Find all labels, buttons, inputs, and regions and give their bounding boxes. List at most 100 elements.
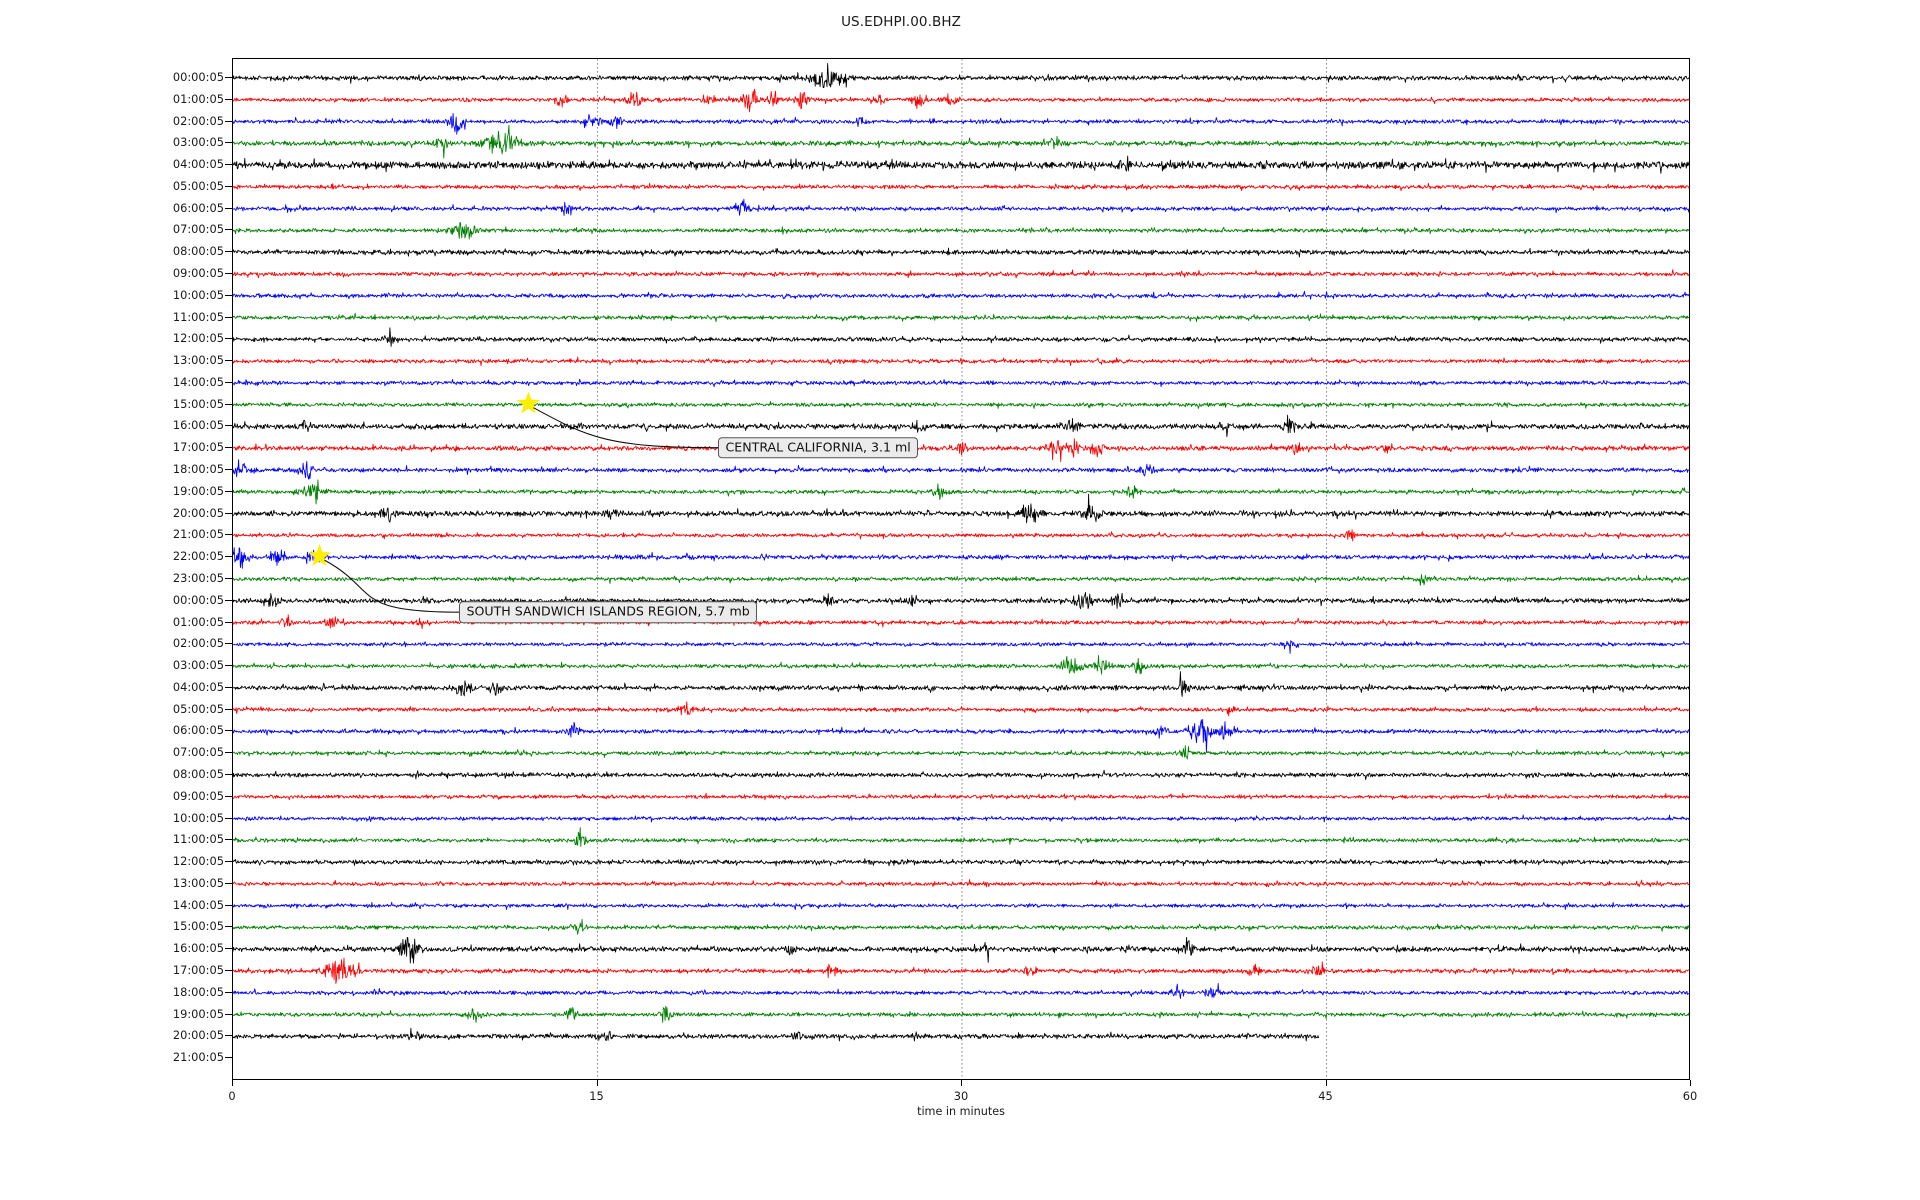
y-tick-mark bbox=[225, 686, 232, 688]
y-tick-label: 13:00:05 bbox=[172, 353, 224, 368]
y-tick-label: 06:00:05 bbox=[172, 200, 224, 215]
y-tick-mark bbox=[225, 120, 232, 122]
y-tick-mark bbox=[225, 969, 232, 971]
y-tick-mark bbox=[225, 1057, 232, 1059]
y-tick-mark bbox=[225, 512, 232, 514]
y-tick-mark bbox=[225, 904, 232, 906]
y-tick-label: 13:00:05 bbox=[172, 875, 224, 890]
y-tick-mark bbox=[225, 447, 232, 449]
y-tick-mark bbox=[225, 665, 232, 667]
y-tick-mark bbox=[225, 251, 232, 253]
y-tick-label: 19:00:05 bbox=[172, 483, 224, 498]
y-tick-mark bbox=[225, 643, 232, 645]
y-tick-mark bbox=[225, 773, 232, 775]
y-tick-mark bbox=[225, 207, 232, 209]
y-tick-label: 21:00:05 bbox=[172, 1050, 224, 1065]
y-tick-label: 16:00:05 bbox=[172, 941, 224, 956]
y-tick-mark bbox=[225, 795, 232, 797]
y-tick-mark bbox=[225, 534, 232, 536]
y-tick-mark bbox=[225, 577, 232, 579]
plot-axes-area bbox=[232, 58, 1690, 1080]
y-tick-label: 22:00:05 bbox=[172, 549, 224, 564]
y-tick-label: 01:00:05 bbox=[172, 614, 224, 629]
y-tick-mark bbox=[225, 403, 232, 405]
y-tick-mark bbox=[225, 730, 232, 732]
y-tick-mark bbox=[225, 469, 232, 471]
y-tick-label: 02:00:05 bbox=[172, 636, 224, 651]
y-tick-label: 00:00:05 bbox=[172, 592, 224, 607]
y-tick-label: 17:00:05 bbox=[172, 440, 224, 455]
y-tick-label: 12:00:05 bbox=[172, 331, 224, 346]
y-tick-mark bbox=[225, 229, 232, 231]
seismogram-traces bbox=[233, 62, 1689, 1042]
y-tick-mark bbox=[225, 861, 232, 863]
y-tick-mark bbox=[225, 142, 232, 144]
y-tick-label: 04:00:05 bbox=[172, 679, 224, 694]
y-tick-label: 04:00:05 bbox=[172, 157, 224, 172]
y-tick-label: 08:00:05 bbox=[172, 766, 224, 781]
y-tick-mark bbox=[225, 599, 232, 601]
y-tick-mark bbox=[225, 98, 232, 100]
x-tick-mark bbox=[596, 1080, 598, 1086]
y-tick-label: 02:00:05 bbox=[172, 113, 224, 128]
y-tick-mark bbox=[225, 185, 232, 187]
y-tick-label: 18:00:05 bbox=[172, 984, 224, 999]
x-tick-mark bbox=[232, 1080, 233, 1086]
y-tick-mark bbox=[225, 164, 232, 166]
y-tick-mark bbox=[225, 926, 232, 928]
y-tick-mark bbox=[225, 338, 232, 340]
x-tick-label: 45 bbox=[1318, 1089, 1333, 1103]
y-tick-label: 10:00:05 bbox=[172, 810, 224, 825]
y-tick-label: 12:00:05 bbox=[172, 854, 224, 869]
y-tick-label: 23:00:05 bbox=[172, 570, 224, 585]
y-tick-label: 09:00:05 bbox=[172, 788, 224, 803]
x-axis-label: time in minutes bbox=[917, 1105, 1005, 1118]
y-tick-label: 00:00:05 bbox=[172, 70, 224, 84]
y-tick-mark bbox=[225, 556, 232, 558]
y-tick-label: 03:00:05 bbox=[172, 135, 224, 150]
y-tick-mark bbox=[225, 273, 232, 275]
y-tick-label: 07:00:05 bbox=[172, 222, 224, 237]
y-tick-mark bbox=[225, 490, 232, 492]
y-tick-mark bbox=[225, 360, 232, 362]
y-tick-mark bbox=[225, 381, 232, 383]
y-tick-label: 14:00:05 bbox=[172, 374, 224, 389]
x-tick-label: 15 bbox=[589, 1089, 604, 1103]
y-tick-label: 09:00:05 bbox=[172, 266, 224, 281]
page-title: US.EDHPI.00.BHZ bbox=[0, 14, 1920, 30]
y-tick-label: 21:00:05 bbox=[172, 527, 224, 542]
y-tick-label: 18:00:05 bbox=[172, 462, 224, 477]
y-tick-label: 11:00:05 bbox=[172, 309, 224, 324]
x-tick-mark bbox=[1325, 1080, 1327, 1086]
y-tick-mark bbox=[225, 621, 232, 623]
y-tick-label: 14:00:05 bbox=[172, 897, 224, 912]
y-tick-mark bbox=[225, 425, 232, 427]
y-tick-mark bbox=[225, 882, 232, 884]
x-tick-mark bbox=[1690, 1080, 1691, 1086]
y-tick-mark bbox=[225, 294, 232, 296]
y-tick-mark bbox=[225, 991, 232, 993]
x-tick-label: 30 bbox=[953, 1089, 969, 1103]
y-tick-mark bbox=[225, 708, 232, 710]
y-tick-label: 16:00:05 bbox=[172, 418, 224, 433]
y-tick-label: 17:00:05 bbox=[172, 962, 224, 977]
y-tick-mark bbox=[225, 1035, 232, 1037]
y-tick-label: 10:00:05 bbox=[172, 287, 224, 302]
y-tick-label: 05:00:05 bbox=[172, 178, 224, 193]
y-axis-tick-labels: 00:00:05 01:00:05 02:00:05 03:00:05 04:00:05… bbox=[0, 0, 224, 1200]
plot-title-text: US.EDHPI.00.BHZ bbox=[841, 14, 961, 30]
y-tick-label: 11:00:05 bbox=[172, 832, 224, 847]
y-tick-mark bbox=[225, 752, 232, 754]
y-tick-label: 15:00:05 bbox=[172, 396, 224, 411]
x-tick-label: 0 bbox=[228, 1089, 236, 1103]
y-tick-label: 19:00:05 bbox=[172, 1006, 224, 1021]
y-tick-label: 15:00:05 bbox=[172, 919, 224, 934]
y-tick-mark bbox=[225, 1013, 232, 1015]
x-tick-label: 60 bbox=[1682, 1089, 1698, 1103]
y-tick-mark bbox=[225, 817, 232, 819]
y-tick-label: 01:00:05 bbox=[172, 91, 224, 106]
y-tick-mark bbox=[225, 316, 232, 318]
y-tick-label: 05:00:05 bbox=[172, 701, 224, 716]
y-tick-label: 03:00:05 bbox=[172, 658, 224, 673]
